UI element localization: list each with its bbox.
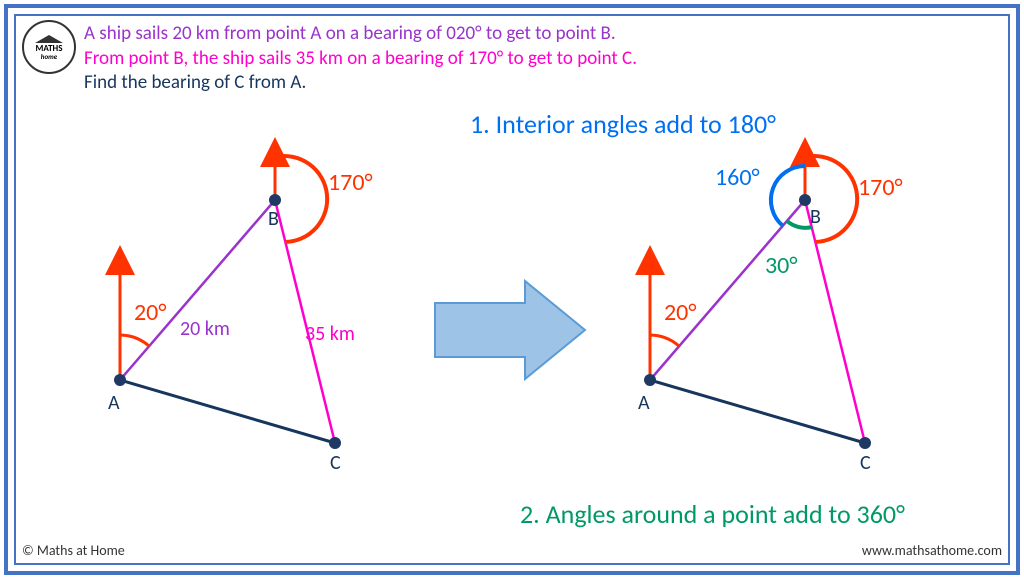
label-BC: 35 km <box>305 322 355 346</box>
point-C-r <box>859 437 871 449</box>
angle-arc-A-r <box>650 335 679 346</box>
logo: MATHS home <box>22 20 76 74</box>
label-C: C <box>330 451 341 475</box>
angle-arc-A <box>120 335 149 346</box>
label-B: B <box>268 207 279 231</box>
label-AB: 20 km <box>180 317 230 341</box>
label-B-r: B <box>810 205 821 229</box>
angle-arc-30 <box>787 221 812 228</box>
point-B <box>269 194 281 206</box>
label-A-r: A <box>638 391 650 415</box>
problem-line-1: A ship sails 20 km from point A on a bea… <box>84 22 637 47</box>
problem-line-3: Find the bearing of C from A. <box>84 71 637 96</box>
block-arrow-svg <box>430 275 590 385</box>
diagram-right: A B C 20° 170° 160° 30° <box>610 145 950 475</box>
diagram-right-svg: A B C 20° 170° 160° 30° <box>610 145 950 475</box>
side-AC <box>120 380 335 443</box>
label-A: A <box>108 391 120 415</box>
logo-text-2: home <box>41 53 57 60</box>
label-ang-170: 170° <box>858 173 903 202</box>
logo-roof-icon <box>35 35 63 43</box>
problem-line-2: From point B, the ship sails 35 km on a … <box>84 47 637 72</box>
problem-text: A ship sails 20 km from point A on a bea… <box>84 22 637 96</box>
rule-1-text: 1. Interior angles add to 180° <box>470 108 776 140</box>
point-A-r <box>644 374 656 386</box>
label-C-r: C <box>860 451 871 475</box>
point-C <box>329 437 341 449</box>
diagram-left-svg: A B C 20° 170° 20 km 35 km <box>80 145 420 475</box>
block-arrow-shape <box>435 281 585 379</box>
label-ang-B: 170° <box>328 168 373 197</box>
angle-arc-160 <box>771 166 805 226</box>
side-AC-r <box>650 380 865 443</box>
copyright-text: © Maths at Home <box>22 542 125 559</box>
side-AB <box>120 200 275 380</box>
label-ang-30: 30° <box>765 251 797 280</box>
rule-2-text: 2. Angles around a point add to 360° <box>520 498 905 530</box>
point-A <box>114 374 126 386</box>
block-arrow <box>430 275 590 385</box>
label-ang-160: 160° <box>715 163 760 192</box>
website-text: www.mathsathome.com <box>862 542 1002 559</box>
label-ang-A-r: 20° <box>664 298 696 327</box>
label-ang-A: 20° <box>134 298 166 327</box>
diagram-left: A B C 20° 170° 20 km 35 km <box>80 145 420 475</box>
